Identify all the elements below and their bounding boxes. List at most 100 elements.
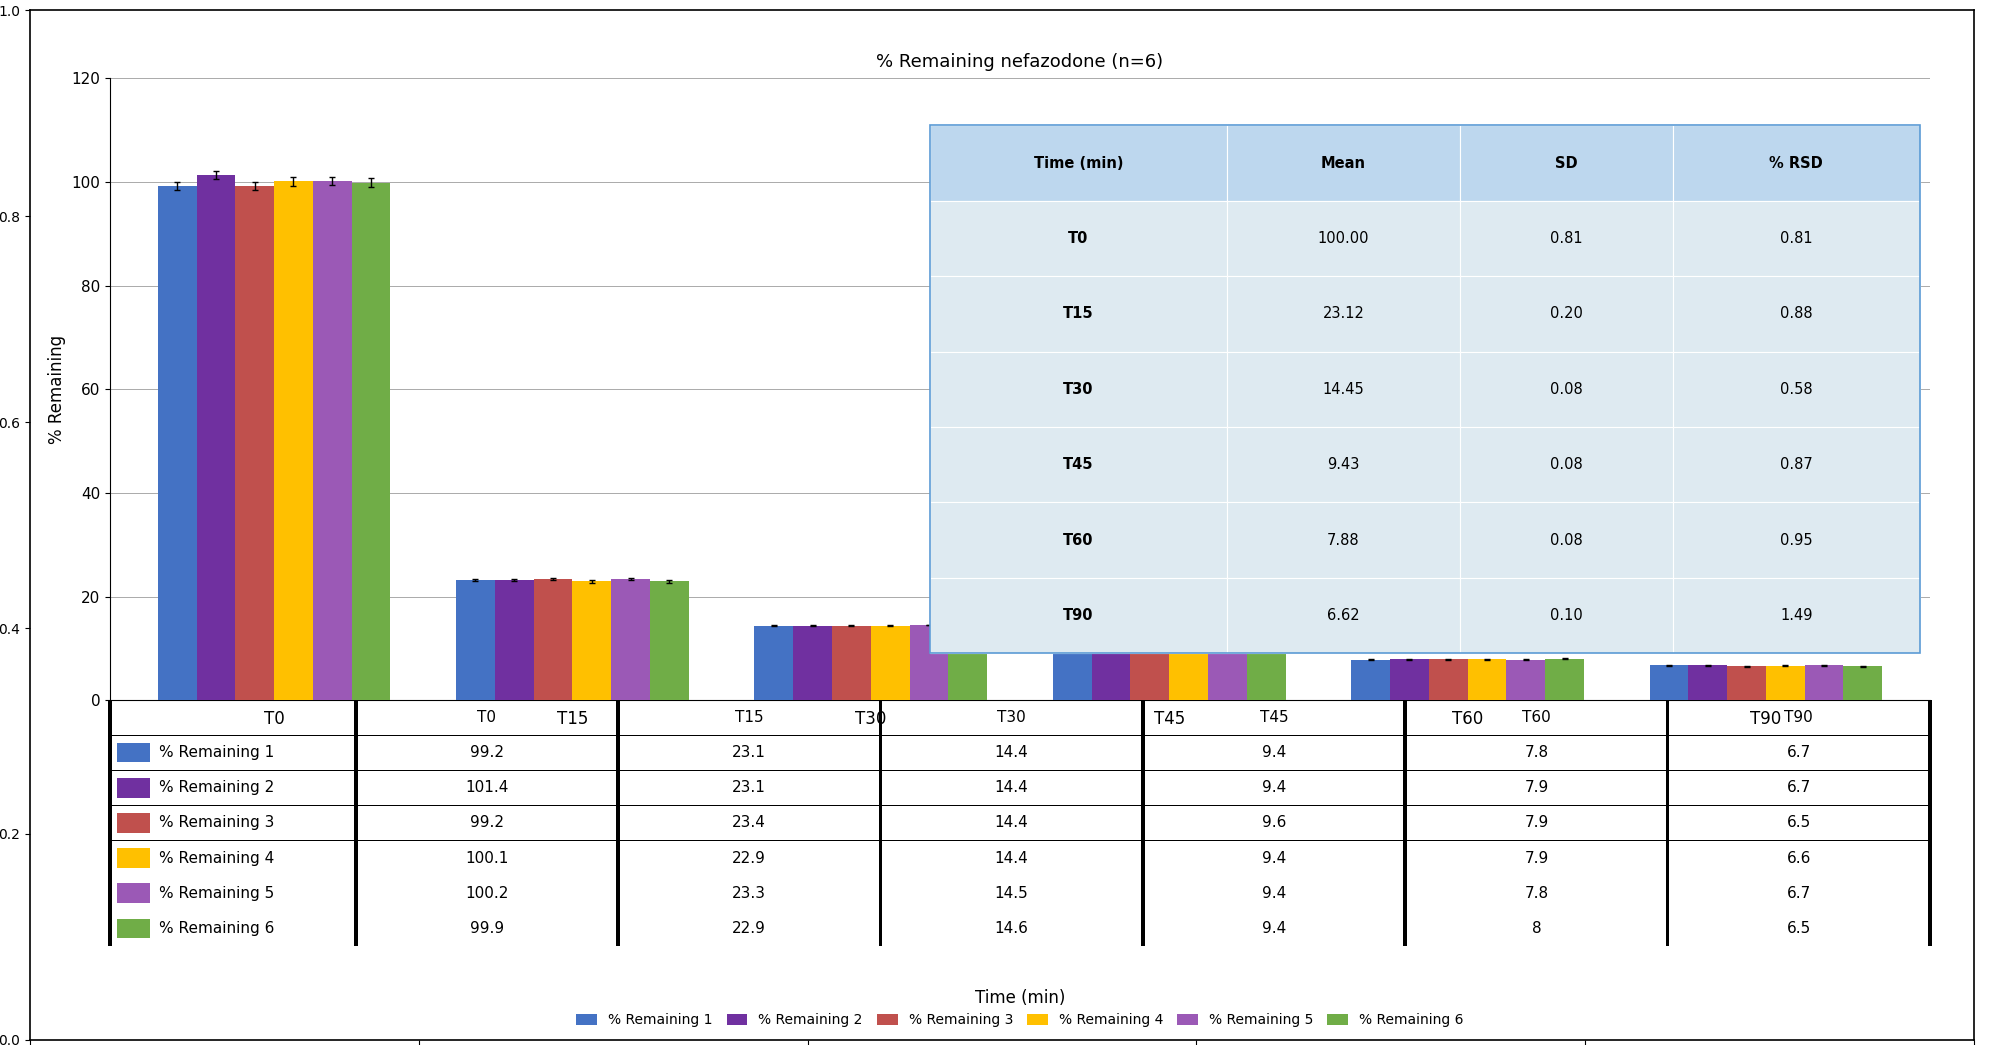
Bar xyxy=(650,581,688,700)
Bar xyxy=(1460,276,1672,351)
Text: 100.2: 100.2 xyxy=(466,885,508,901)
Text: 99.2: 99.2 xyxy=(470,815,504,831)
Bar xyxy=(572,581,612,700)
Text: 9.4: 9.4 xyxy=(1262,781,1286,795)
Bar xyxy=(930,125,1228,201)
Text: % Remaining 2: % Remaining 2 xyxy=(160,781,274,795)
Text: 9.43: 9.43 xyxy=(1328,457,1360,472)
Bar xyxy=(1170,651,1208,700)
Text: 9.6: 9.6 xyxy=(1262,815,1286,831)
Title: % Remaining nefazodone (n=6): % Remaining nefazodone (n=6) xyxy=(876,53,1164,71)
Text: 6.7: 6.7 xyxy=(1786,885,1810,901)
Bar xyxy=(1688,666,1728,700)
Legend: % Remaining 1, % Remaining 2, % Remaining 3, % Remaining 4, % Remaining 5, % Rem: % Remaining 1, % Remaining 2, % Remainin… xyxy=(570,1007,1470,1032)
Bar xyxy=(494,580,534,700)
Y-axis label: % Remaining: % Remaining xyxy=(48,334,66,444)
Bar xyxy=(1092,651,1130,700)
Text: 7.9: 7.9 xyxy=(1524,851,1548,865)
Bar xyxy=(1460,125,1672,201)
Bar xyxy=(118,849,150,867)
Bar xyxy=(1546,658,1584,700)
Bar xyxy=(930,276,1228,351)
Bar xyxy=(1228,201,1460,276)
Bar xyxy=(870,626,910,700)
Bar xyxy=(1468,659,1506,700)
Text: T30: T30 xyxy=(1064,381,1094,397)
Text: 100.1: 100.1 xyxy=(466,851,508,865)
Text: Mean: Mean xyxy=(1320,156,1366,170)
Bar xyxy=(354,700,358,946)
Text: 14.6: 14.6 xyxy=(994,921,1028,935)
Text: T30: T30 xyxy=(998,711,1026,725)
Bar xyxy=(1766,666,1804,700)
Bar xyxy=(1246,651,1286,700)
Bar xyxy=(118,919,150,937)
Bar xyxy=(1928,700,1932,946)
Text: 0.58: 0.58 xyxy=(1780,381,1812,397)
Bar xyxy=(616,700,620,946)
Bar xyxy=(1672,503,1920,578)
Text: T0: T0 xyxy=(1068,231,1088,246)
Bar xyxy=(930,427,1228,503)
Text: 23.12: 23.12 xyxy=(1322,306,1364,322)
Text: 8: 8 xyxy=(1532,921,1542,935)
Text: 23.1: 23.1 xyxy=(732,781,766,795)
Bar xyxy=(118,883,150,903)
Bar xyxy=(158,186,196,700)
Bar xyxy=(534,579,572,700)
Bar xyxy=(352,183,390,700)
Bar xyxy=(1460,578,1672,653)
Text: 6.5: 6.5 xyxy=(1786,921,1810,935)
Text: T15: T15 xyxy=(1064,306,1094,322)
Text: 0.10: 0.10 xyxy=(1550,608,1582,623)
Text: % RSD: % RSD xyxy=(1770,156,1824,170)
Text: 22.9: 22.9 xyxy=(732,851,766,865)
Bar xyxy=(1506,659,1546,700)
Bar xyxy=(108,700,112,946)
Text: T15: T15 xyxy=(734,711,764,725)
Text: 0.08: 0.08 xyxy=(1550,533,1582,548)
Text: % Remaining 3: % Remaining 3 xyxy=(160,815,274,831)
Text: 14.4: 14.4 xyxy=(994,781,1028,795)
Text: 14.4: 14.4 xyxy=(994,745,1028,761)
Text: 0.87: 0.87 xyxy=(1780,457,1812,472)
Text: 14.45: 14.45 xyxy=(1322,381,1364,397)
Text: 6.5: 6.5 xyxy=(1786,815,1810,831)
Text: Time (min): Time (min) xyxy=(974,989,1066,1007)
Text: SD: SD xyxy=(1554,156,1578,170)
Bar xyxy=(930,578,1228,653)
Bar xyxy=(1672,201,1920,276)
Text: % Remaining 6: % Remaining 6 xyxy=(160,921,274,935)
Bar xyxy=(878,700,882,946)
Bar xyxy=(1650,666,1688,700)
Text: 9.4: 9.4 xyxy=(1262,851,1286,865)
Bar xyxy=(1208,651,1246,700)
Text: T0: T0 xyxy=(478,711,496,725)
Bar xyxy=(1460,503,1672,578)
Bar xyxy=(118,813,150,833)
Text: 23.3: 23.3 xyxy=(732,885,766,901)
Text: 0.08: 0.08 xyxy=(1550,381,1582,397)
Text: 100.00: 100.00 xyxy=(1318,231,1370,246)
Text: 6.7: 6.7 xyxy=(1786,781,1810,795)
Bar xyxy=(1404,700,1408,946)
Bar xyxy=(1228,578,1460,653)
Text: 9.4: 9.4 xyxy=(1262,885,1286,901)
Bar xyxy=(312,181,352,700)
Text: 14.5: 14.5 xyxy=(994,885,1028,901)
Bar xyxy=(1460,427,1672,503)
Text: 7.88: 7.88 xyxy=(1328,533,1360,548)
Bar xyxy=(1428,659,1468,700)
Text: 6.62: 6.62 xyxy=(1328,608,1360,623)
Bar xyxy=(1672,578,1920,653)
Bar xyxy=(1728,667,1766,700)
Text: % Remaining 5: % Remaining 5 xyxy=(160,885,274,901)
Bar xyxy=(1672,125,1920,201)
Text: 9.4: 9.4 xyxy=(1262,921,1286,935)
Bar xyxy=(1130,650,1170,700)
Text: 7.8: 7.8 xyxy=(1524,745,1548,761)
Bar xyxy=(1804,666,1844,700)
Text: T45: T45 xyxy=(1064,457,1094,472)
Bar xyxy=(118,779,150,797)
Bar xyxy=(1390,659,1428,700)
